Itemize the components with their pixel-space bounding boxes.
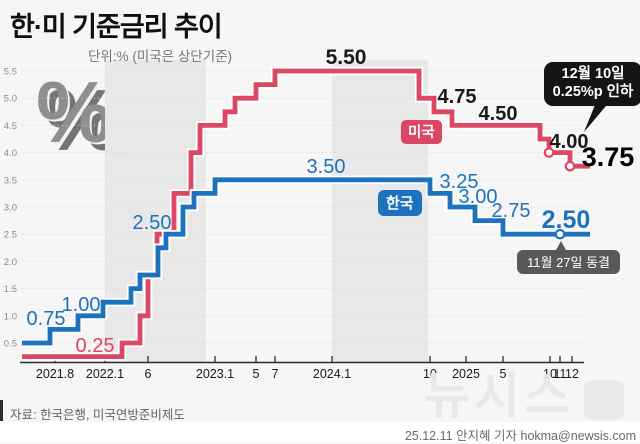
value-label: 0.75 xyxy=(27,308,66,330)
us-cut-callout: 12월 10일 0.25%p 인하 xyxy=(544,62,640,106)
source-text: 자료: 한국은행, 미국연방준비제도 xyxy=(10,408,185,422)
x-tick-label: 5 xyxy=(253,367,260,381)
x-tick-label: 2021.8 xyxy=(36,367,74,381)
x-tick-label: 12 xyxy=(565,367,579,381)
value-label: 0.25 xyxy=(76,335,115,357)
x-tick-label: 2025 xyxy=(452,367,480,381)
y-tick-label: 1.5 xyxy=(4,284,17,295)
value-label: 3.75 xyxy=(582,142,635,172)
value-label: 2.50 xyxy=(133,212,172,234)
y-tick-label: 5.0 xyxy=(4,94,17,105)
x-tick-label: 10 xyxy=(423,367,437,381)
value-label: 5.50 xyxy=(326,46,367,69)
page-title: 한·미 기준금리 추이 xyxy=(10,12,223,42)
value-label: 1.00 xyxy=(62,294,101,316)
footer-strip xyxy=(0,422,640,443)
x-tick-label: 11 xyxy=(554,367,567,381)
value-label: 4.00 xyxy=(550,131,589,153)
y-tick-label: 4.5 xyxy=(4,121,17,132)
value-label: 4.50 xyxy=(479,103,518,125)
x-tick-label: 10 xyxy=(543,367,557,381)
value-label: 4.75 xyxy=(438,86,477,108)
y-tick-label: 3.0 xyxy=(4,203,17,214)
value-label: 3.25 xyxy=(440,171,479,193)
us-cut-callout-line2: 0.25%p 인하 xyxy=(552,83,634,100)
x-tick-label: 2023.1 xyxy=(196,367,234,381)
y-tick-label: 4.0 xyxy=(4,148,17,159)
us-cut-callout-line1: 12월 10일 xyxy=(561,66,625,82)
callout-tail xyxy=(555,241,567,252)
y-tick-label: 2.0 xyxy=(4,257,17,268)
x-tick-label: 2024.1 xyxy=(313,367,351,381)
unit-note: 단위:% (미국은 상단기준) xyxy=(88,49,233,64)
source-bullet-bar xyxy=(0,400,3,421)
y-tick-label: 0.5 xyxy=(4,339,17,350)
kr-event-marker xyxy=(554,228,566,240)
y-tick-label: 1.0 xyxy=(4,311,17,322)
credit-text: 25.12.11 안지혜 기자 hokma@newsis.com xyxy=(404,429,636,443)
x-tick-label: 6 xyxy=(145,367,152,381)
kr-freeze-callout: 11월 27일 동결 xyxy=(517,250,621,274)
value-label: 2.75 xyxy=(492,200,531,222)
value-label: 3.50 xyxy=(307,156,346,178)
percent-watermark: % xyxy=(36,65,113,161)
y-tick-label: 5.5 xyxy=(4,67,17,78)
us-event-marker xyxy=(543,147,555,158)
callout-tail xyxy=(584,100,611,132)
value-label: 3.00 xyxy=(459,186,498,208)
x-tick-label: 5 xyxy=(500,367,507,381)
y-tick-label: 3.5 xyxy=(4,175,17,186)
us-rate-line xyxy=(22,68,590,359)
us-series-badge: 미국 xyxy=(401,120,442,144)
value-label: 2.50 xyxy=(542,206,591,234)
x-tick-label: 2022.1 xyxy=(86,367,124,381)
kr-rate-line xyxy=(22,177,590,346)
y-tick-label: 2.5 xyxy=(4,230,17,241)
us-event-marker xyxy=(564,160,576,172)
kr-series-badge: 한국 xyxy=(378,190,422,216)
x-tick-label: 7 xyxy=(272,367,279,381)
